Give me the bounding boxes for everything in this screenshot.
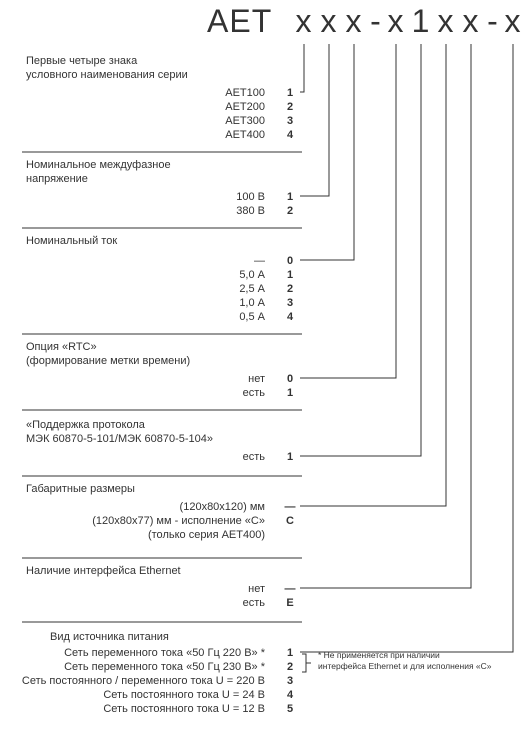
row-label: Сеть переменного тока «50 Гц 220 В» *	[64, 647, 266, 659]
group-title: (формирование метки времени)	[26, 355, 190, 367]
leader-line	[300, 44, 354, 260]
row-label: 1,0 А	[239, 297, 265, 309]
code-p4: x	[388, 3, 405, 39]
row-label: 5,0 А	[239, 269, 265, 281]
code-string: AETxxx-x1xx-x	[207, 3, 522, 39]
row-label: Сеть переменного тока «50 Гц 230 В» *	[64, 661, 266, 673]
row-label: 0,5 А	[239, 311, 265, 323]
leader-line	[300, 44, 304, 92]
row-value: 2	[287, 205, 293, 217]
group-g1: Первые четыре знака условного наименовани…	[22, 44, 304, 152]
leader-line	[300, 44, 396, 378]
row-value: 0	[287, 373, 293, 385]
row-value: 3	[287, 115, 293, 127]
row-value: 1	[287, 647, 293, 659]
code-dash1: -	[370, 3, 382, 39]
row-label: есть	[243, 387, 266, 399]
row-value: 4	[287, 129, 294, 141]
group-title: условного наименования серии	[26, 69, 188, 81]
row-value: 5	[287, 703, 293, 715]
leader-line	[300, 44, 421, 456]
row-label: есть	[243, 451, 266, 463]
group-title: Опция «RTC»	[26, 341, 97, 353]
row-label: (только серия AET400)	[148, 529, 265, 541]
ordering-code-diagram: AETxxx-x1xx-xПервые четыре знакаусловног…	[0, 0, 528, 750]
row-label: —	[254, 255, 265, 267]
row-value: 4	[287, 311, 294, 323]
group-title: МЭК 60870-5-101/МЭК 60870-5-104»	[26, 433, 213, 445]
row-value: 1	[287, 451, 293, 463]
group-title: Вид источника питания	[50, 631, 169, 643]
row-label: 380 В	[236, 205, 265, 217]
code-dash2: -	[487, 3, 499, 39]
row-value: 1	[287, 269, 293, 281]
row-label: Сеть постоянного тока U = 24 В	[103, 689, 265, 701]
group-title: Номинальное междуфазное	[26, 159, 171, 171]
code-p2: x	[321, 3, 338, 39]
group-title: Номинальный ток	[26, 235, 117, 247]
row-label: (120х80х77) мм - исполнение «С»	[92, 515, 265, 527]
row-label: AET400	[225, 129, 265, 141]
row-label: AET300	[225, 115, 265, 127]
row-value: 4	[287, 689, 294, 701]
code-p1: x	[296, 3, 313, 39]
code-p8: x	[505, 3, 522, 39]
row-label: AET100	[225, 87, 265, 99]
row-value: 2	[287, 661, 293, 673]
row-label: 100 В	[236, 191, 265, 203]
row-label: Сеть постоянного / переменного тока U = …	[22, 675, 265, 687]
footnote-line: интерфейса Ethernet и для исполнения «С»	[318, 661, 492, 671]
row-value: —	[285, 501, 296, 513]
row-value: 2	[287, 283, 293, 295]
group-g4: Опция «RTC» (формирование метки времени) н…	[22, 44, 396, 410]
row-label: нет	[248, 583, 265, 595]
group-g8: Вид источника питания Сеть переменного то…	[22, 44, 513, 715]
row-value: 0	[287, 255, 293, 267]
row-label: есть	[243, 597, 266, 609]
row-value: 3	[287, 297, 293, 309]
group-title: «Поддержка протокола	[26, 419, 146, 431]
row-value: 1	[287, 191, 293, 203]
code-prefix: AET	[207, 3, 272, 39]
row-value: С	[286, 515, 294, 527]
row-value: E	[286, 597, 293, 609]
row-value: 1	[287, 87, 293, 99]
leader-line	[300, 44, 513, 652]
group-title: Первые четыре знака	[26, 55, 138, 67]
code-p7: x	[463, 3, 480, 39]
footnote-line: * Не применяется при наличии	[318, 650, 440, 660]
row-label: Сеть постоянного тока U = 12 В	[103, 703, 265, 715]
footnote: * Не применяется при наличии интерфейса …	[302, 650, 492, 672]
group-title: напряжение	[26, 173, 88, 185]
row-label: (120х80х120) мм	[180, 501, 265, 513]
row-label: AET200	[225, 101, 265, 113]
row-value: 1	[287, 387, 293, 399]
row-label: 2,5 А	[239, 283, 265, 295]
row-value: 3	[287, 675, 293, 687]
group-g5: «Поддержка протокола МЭК 60870-5-101/МЭК …	[22, 44, 421, 476]
code-p6: x	[438, 3, 455, 39]
group-title: Наличие интерфейса Ethernet	[26, 565, 181, 577]
row-value: —	[285, 583, 296, 595]
code-p3: x	[346, 3, 363, 39]
row-value: 2	[287, 101, 293, 113]
brace-icon	[302, 654, 311, 672]
group-title: Габаритные размеры	[26, 483, 135, 495]
row-label: нет	[248, 373, 265, 385]
leader-line	[300, 44, 446, 506]
code-p5: 1	[412, 3, 431, 39]
